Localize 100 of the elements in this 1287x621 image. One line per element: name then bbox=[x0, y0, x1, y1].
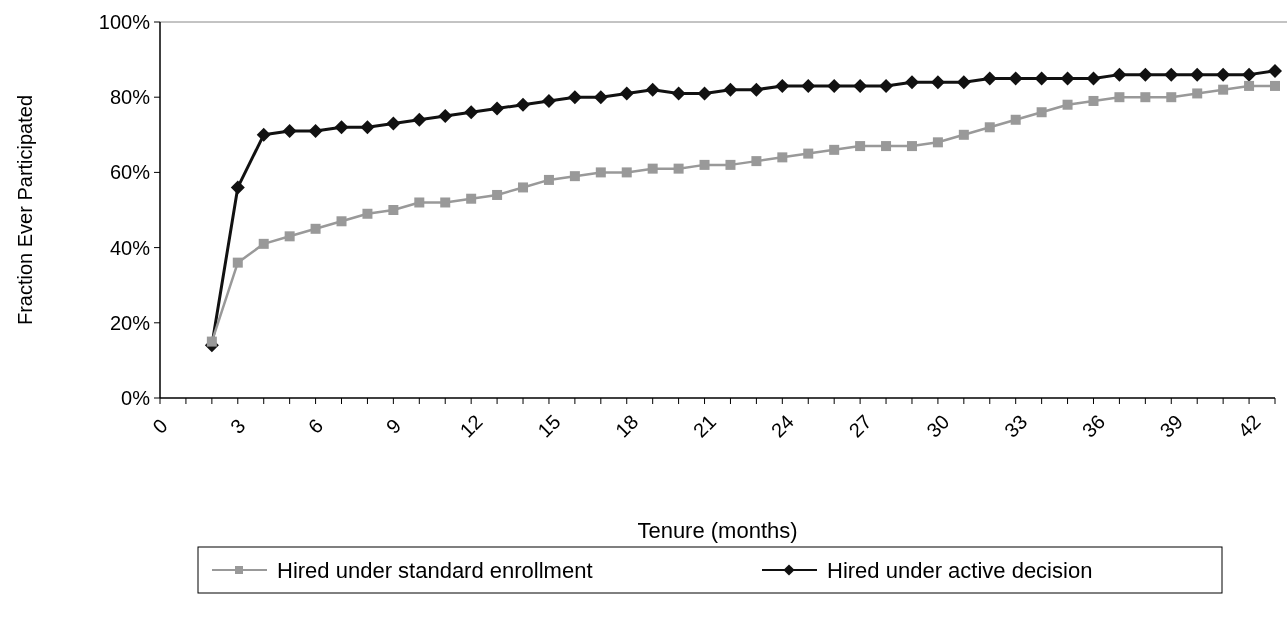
x-tick-label: 0 bbox=[148, 414, 172, 438]
point bbox=[906, 141, 917, 152]
point bbox=[1192, 88, 1203, 99]
point bbox=[362, 208, 373, 219]
point bbox=[725, 159, 736, 170]
point bbox=[310, 223, 321, 234]
point bbox=[1166, 92, 1177, 103]
x-tick-label: 27 bbox=[844, 410, 876, 442]
point bbox=[1218, 84, 1229, 95]
point bbox=[569, 171, 580, 182]
point bbox=[388, 205, 399, 215]
point bbox=[258, 238, 269, 249]
x-tick-label: 39 bbox=[1155, 410, 1187, 442]
point bbox=[518, 182, 529, 193]
point bbox=[206, 336, 217, 347]
point bbox=[1034, 71, 1049, 86]
point bbox=[1114, 92, 1125, 103]
x-axis-title: Tenure (months) bbox=[637, 518, 798, 543]
point bbox=[593, 90, 608, 105]
x-tick-label: 9 bbox=[381, 414, 406, 438]
point bbox=[1268, 63, 1282, 78]
point bbox=[803, 148, 814, 159]
point bbox=[490, 101, 505, 116]
y-tick-label: 80% bbox=[109, 86, 151, 109]
point bbox=[932, 137, 943, 148]
point bbox=[958, 129, 969, 140]
y-tick-label: 20% bbox=[109, 311, 151, 334]
y-tick-label: 100% bbox=[98, 11, 151, 33]
point bbox=[881, 141, 892, 152]
y-axis-title: Fraction Ever Participated bbox=[14, 94, 36, 326]
point bbox=[647, 163, 658, 174]
point bbox=[1112, 67, 1127, 82]
point bbox=[1086, 71, 1101, 86]
point bbox=[1036, 107, 1047, 118]
x-tick-label: 30 bbox=[922, 410, 954, 442]
point bbox=[543, 174, 554, 185]
point bbox=[855, 141, 866, 152]
point bbox=[1010, 114, 1021, 125]
x-tick-label: 15 bbox=[533, 410, 565, 442]
x-tick-label: 3 bbox=[226, 414, 250, 438]
point bbox=[829, 144, 840, 155]
point bbox=[956, 75, 971, 90]
point bbox=[1088, 95, 1099, 106]
point bbox=[671, 86, 686, 101]
point bbox=[1138, 67, 1153, 82]
point bbox=[256, 127, 271, 142]
point bbox=[412, 112, 427, 127]
x-tick-label: 12 bbox=[455, 410, 487, 442]
point bbox=[492, 189, 503, 200]
point bbox=[621, 167, 632, 178]
y-tick-label: 40% bbox=[109, 236, 151, 259]
x-tick-label: 33 bbox=[1000, 410, 1032, 442]
x-tick-label: 36 bbox=[1077, 410, 1110, 442]
point bbox=[879, 78, 894, 93]
point bbox=[334, 120, 349, 135]
point bbox=[751, 156, 762, 167]
point bbox=[230, 180, 245, 195]
point bbox=[1270, 80, 1280, 91]
x-tick-label: 6 bbox=[303, 414, 328, 438]
point bbox=[516, 97, 531, 112]
point bbox=[440, 197, 451, 208]
point bbox=[801, 78, 816, 93]
point bbox=[777, 152, 788, 163]
x-tick-label: 24 bbox=[766, 410, 798, 442]
point bbox=[386, 116, 401, 131]
point bbox=[723, 82, 738, 97]
point bbox=[414, 197, 425, 208]
point bbox=[1062, 99, 1073, 110]
point bbox=[1140, 92, 1151, 103]
point bbox=[464, 105, 479, 120]
point bbox=[1216, 67, 1231, 82]
point bbox=[749, 82, 764, 97]
point bbox=[775, 78, 790, 93]
point bbox=[1008, 71, 1023, 86]
x-tick-label: 42 bbox=[1233, 410, 1265, 442]
point bbox=[827, 78, 842, 93]
legend-label: Hired under standard enrollment bbox=[277, 557, 593, 583]
point bbox=[1060, 71, 1075, 86]
point bbox=[284, 231, 295, 242]
point bbox=[282, 124, 297, 139]
point bbox=[982, 71, 997, 86]
point bbox=[1190, 67, 1205, 82]
point bbox=[645, 82, 660, 97]
y-tick-label: 0% bbox=[121, 387, 151, 409]
x-tick-label: 18 bbox=[611, 410, 643, 442]
point bbox=[567, 90, 582, 105]
point bbox=[1242, 67, 1257, 82]
point bbox=[308, 124, 323, 139]
legend-label: Hired under active decision bbox=[827, 557, 1093, 583]
point bbox=[930, 75, 945, 90]
point bbox=[904, 75, 919, 90]
point bbox=[699, 159, 710, 170]
point bbox=[232, 257, 243, 268]
point bbox=[466, 193, 477, 204]
point bbox=[438, 109, 453, 123]
point bbox=[336, 216, 347, 227]
point bbox=[1164, 67, 1179, 82]
point bbox=[853, 78, 868, 93]
point bbox=[360, 120, 375, 135]
point bbox=[541, 93, 556, 108]
